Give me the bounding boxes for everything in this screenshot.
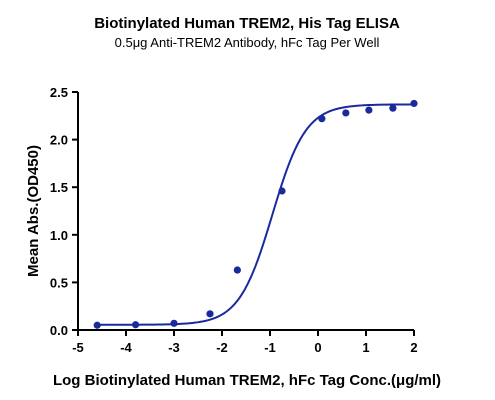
data-point [206, 310, 214, 318]
chart-title: Biotinylated Human TREM2, His Tag ELISA [94, 15, 400, 32]
y-tick-label: 1.5 [50, 180, 68, 195]
x-tick-label: 1 [362, 340, 369, 355]
data-point [318, 115, 326, 123]
x-tick-label: -1 [264, 340, 276, 355]
x-tick-label: -4 [120, 340, 132, 355]
data-point [170, 319, 178, 327]
data-point [93, 321, 101, 329]
x-tick-label: -5 [72, 340, 84, 355]
y-tick-label: 2.5 [50, 85, 68, 100]
y-tick-label: 0.5 [50, 275, 68, 290]
x-axis-label: Log Biotinylated Human TREM2, hFc Tag Co… [53, 372, 441, 389]
x-tick-label: -2 [216, 340, 228, 355]
y-tick-label: 1.0 [50, 228, 68, 243]
data-point [365, 106, 373, 114]
data-point [132, 321, 140, 329]
x-tick-label: 2 [410, 340, 417, 355]
y-axis-label: Mean Abs.(OD450) [25, 145, 42, 277]
data-point [389, 104, 397, 112]
data-point [410, 99, 418, 108]
data-point [233, 266, 241, 274]
y-tick-label: 2.0 [50, 133, 68, 148]
data-points [93, 99, 418, 329]
chart-subtitle: 0.5μg Anti-TREM2 Antibody, hFc Tag Per W… [115, 35, 380, 50]
axes: -5 -4 -3 -2 -1 0 1 2 0.0 0.5 1.0 1.5 2.0 2.5 [50, 85, 418, 355]
data-point [342, 109, 350, 117]
y-tick-label: 0.0 [50, 323, 68, 338]
fit-curve [97, 103, 415, 326]
x-tick-label: -3 [168, 340, 180, 355]
x-tick-label: 0 [314, 340, 321, 355]
data-point [278, 187, 286, 195]
